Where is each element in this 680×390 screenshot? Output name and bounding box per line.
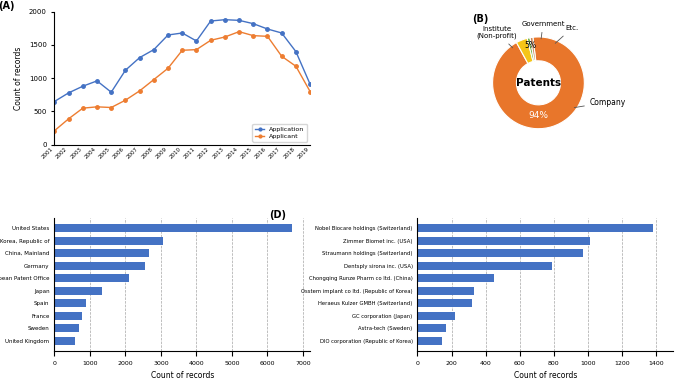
- Legend: Application, Applicant: Application, Applicant: [252, 124, 307, 142]
- Text: Patents: Patents: [516, 78, 561, 88]
- Y-axis label: Count of records: Count of records: [14, 46, 23, 110]
- Text: Etc.: Etc.: [555, 25, 578, 43]
- Text: 5%: 5%: [524, 41, 537, 50]
- Applicant: [235, 29, 243, 34]
- Bar: [418, 262, 552, 270]
- Application: [306, 82, 314, 87]
- Bar: [418, 274, 494, 282]
- Text: (D): (D): [269, 210, 286, 220]
- X-axis label: Count of records: Count of records: [513, 371, 577, 380]
- Text: 94%: 94%: [528, 112, 549, 121]
- Applicant: [107, 105, 116, 110]
- Application: [292, 49, 300, 54]
- Applicant: [135, 89, 143, 93]
- Bar: [418, 324, 445, 332]
- Application: [221, 17, 229, 22]
- Bar: [54, 324, 79, 332]
- Applicant: [306, 89, 314, 94]
- Application: [121, 68, 129, 73]
- Bar: [418, 312, 455, 320]
- Applicant: [121, 98, 129, 103]
- Applicant: [207, 38, 215, 43]
- Bar: [54, 262, 145, 270]
- Applicant: [79, 106, 87, 110]
- Text: Company: Company: [574, 98, 626, 108]
- Bar: [418, 236, 590, 245]
- Bar: [54, 337, 75, 345]
- Wedge shape: [517, 38, 533, 64]
- Applicant: [263, 34, 271, 39]
- X-axis label: Count of records: Count of records: [150, 371, 214, 380]
- Applicant: [178, 48, 186, 53]
- Application: [207, 19, 215, 23]
- Applicant: [150, 77, 158, 82]
- Wedge shape: [492, 37, 584, 129]
- Bar: [418, 299, 472, 307]
- Line: Application: Application: [52, 18, 312, 103]
- Applicant: [50, 128, 58, 133]
- Application: [107, 90, 116, 94]
- Applicant: [249, 33, 257, 38]
- Text: (B): (B): [472, 14, 488, 24]
- Applicant: [65, 117, 73, 121]
- Bar: [54, 299, 86, 307]
- Application: [192, 39, 201, 43]
- Applicant: [221, 35, 229, 39]
- Application: [93, 78, 101, 83]
- Bar: [418, 224, 653, 232]
- Text: (A): (A): [0, 1, 15, 11]
- Line: Applicant: Applicant: [52, 30, 312, 133]
- Bar: [418, 287, 474, 295]
- Application: [65, 90, 73, 95]
- Wedge shape: [527, 38, 534, 62]
- Bar: [418, 249, 583, 257]
- Text: Institute
(Non-profit): Institute (Non-profit): [477, 26, 517, 48]
- Application: [235, 18, 243, 23]
- Applicant: [292, 64, 300, 69]
- Bar: [54, 249, 148, 257]
- Applicant: [93, 105, 101, 109]
- Bar: [54, 236, 163, 245]
- Application: [263, 27, 271, 31]
- Applicant: [192, 47, 201, 52]
- Text: Government: Government: [522, 21, 565, 39]
- Application: [79, 84, 87, 89]
- Application: [164, 33, 172, 37]
- Application: [249, 21, 257, 26]
- Application: [178, 31, 186, 35]
- Applicant: [277, 54, 286, 58]
- Applicant: [164, 66, 172, 71]
- Wedge shape: [530, 37, 536, 61]
- Bar: [54, 287, 103, 295]
- Bar: [54, 274, 129, 282]
- Application: [50, 99, 58, 104]
- Application: [150, 47, 158, 52]
- Bar: [54, 312, 82, 320]
- Bar: [418, 337, 442, 345]
- Bar: [54, 224, 292, 232]
- Application: [135, 55, 143, 60]
- Application: [277, 31, 286, 35]
